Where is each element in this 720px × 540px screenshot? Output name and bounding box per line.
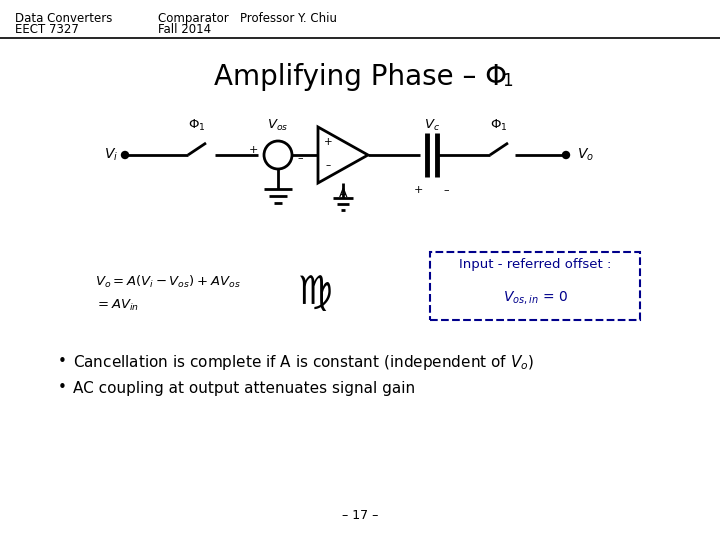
Text: $V_i$: $V_i$ [104,147,118,163]
Text: •: • [58,381,67,395]
Text: $V_{os,in}$ = 0: $V_{os,in}$ = 0 [503,289,567,306]
Text: ♍: ♍ [297,274,333,312]
Text: $\Phi_1$: $\Phi_1$ [490,118,508,133]
Text: +: + [413,185,423,195]
Text: +: + [248,145,258,155]
Text: $V_o = A(V_i - V_{os}) + AV_{os}$: $V_o = A(V_i - V_{os}) + AV_{os}$ [95,274,240,290]
Text: A: A [338,187,347,200]
Text: EECT 7327: EECT 7327 [15,23,79,36]
Text: AC coupling at output attenuates signal gain: AC coupling at output attenuates signal … [73,381,415,395]
Text: –: – [325,160,330,170]
Text: Amplifying Phase – Φ: Amplifying Phase – Φ [214,63,506,91]
Text: Comparator   Professor Y. Chiu: Comparator Professor Y. Chiu [158,12,337,25]
Text: $V_c$: $V_c$ [424,118,440,133]
Text: –: – [444,185,449,195]
Text: –: – [297,153,302,163]
Circle shape [562,152,570,159]
Circle shape [122,152,128,159]
Text: – 17 –: – 17 – [342,509,378,522]
Text: $= AV_{in}$: $= AV_{in}$ [95,298,139,313]
Text: $V_{os}$: $V_{os}$ [267,118,289,133]
Text: Cancellation is complete if A is constant (independent of $V_o$): Cancellation is complete if A is constan… [73,353,534,372]
Text: $\Phi_1$: $\Phi_1$ [188,118,206,133]
Text: Data Converters: Data Converters [15,12,112,25]
Text: $V_o$: $V_o$ [577,147,594,163]
Text: Fall 2014: Fall 2014 [158,23,211,36]
Text: 1: 1 [502,72,513,90]
Text: +: + [324,137,333,147]
Text: •: • [58,354,67,369]
Text: Input - referred offset :: Input - referred offset : [459,258,611,271]
